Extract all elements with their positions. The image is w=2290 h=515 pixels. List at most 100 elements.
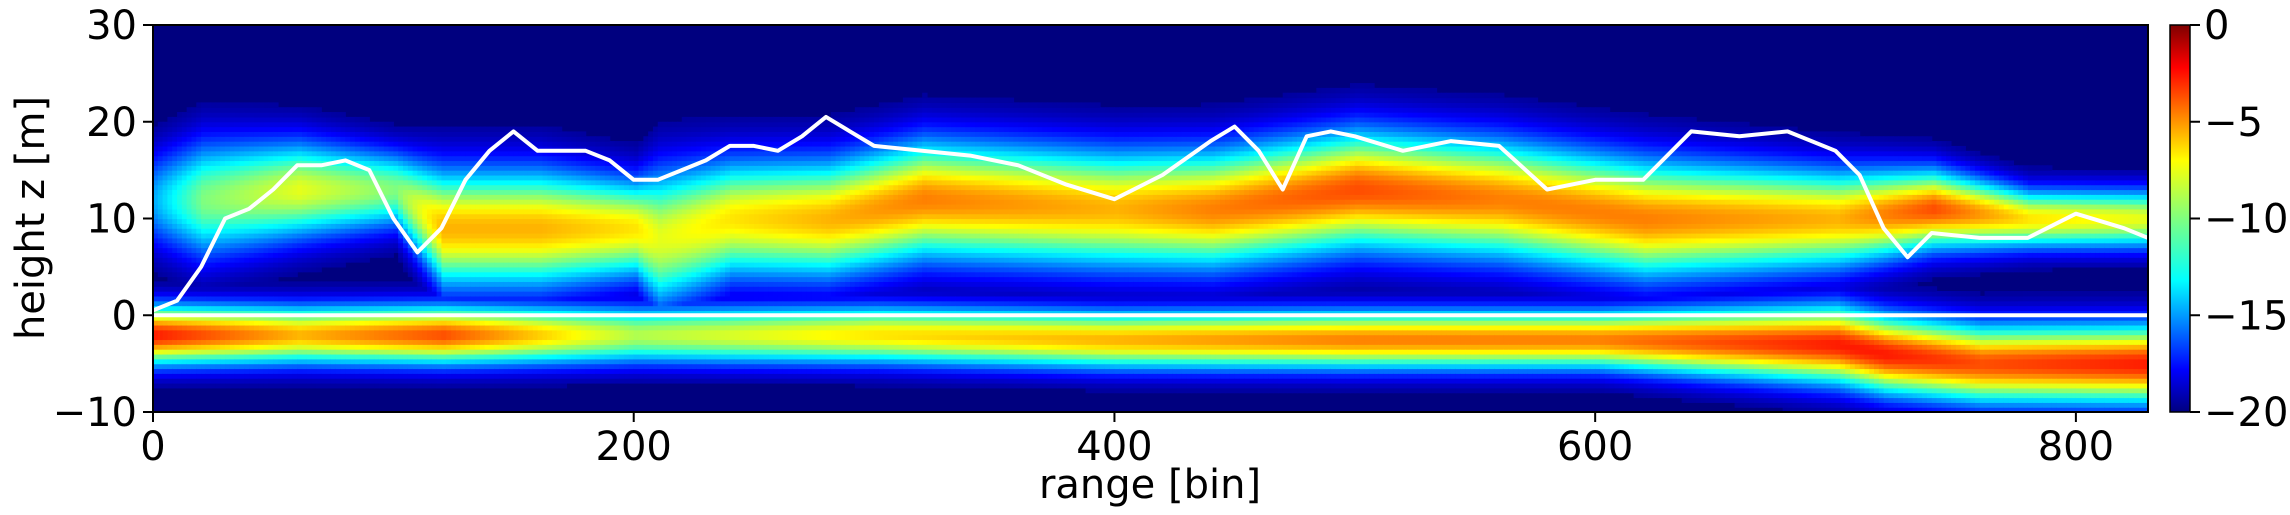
heatmap-cell xyxy=(489,315,495,321)
heatmap-cell xyxy=(167,276,173,282)
heatmap-cell xyxy=(234,179,241,186)
heatmap-cell xyxy=(402,320,409,326)
heatmap-cell xyxy=(446,286,452,292)
heatmap-cell xyxy=(431,373,438,379)
heatmap-cell xyxy=(455,213,462,220)
heatmap-cell xyxy=(412,145,418,152)
heatmap-cell xyxy=(484,208,491,215)
heatmap-cell xyxy=(220,262,226,268)
heatmap-cell xyxy=(277,286,284,292)
heatmap-cell xyxy=(157,295,164,302)
heatmap-cell xyxy=(542,291,548,297)
heatmap-cell xyxy=(556,349,563,355)
heatmap-cell xyxy=(277,339,284,345)
heatmap-cell xyxy=(494,179,500,186)
heatmap-cell xyxy=(258,320,265,326)
heatmap-cell xyxy=(172,136,178,142)
heatmap-cell xyxy=(268,281,274,287)
heatmap-cell xyxy=(292,373,298,379)
heatmap-cell xyxy=(412,252,418,258)
heatmap-cell xyxy=(181,300,188,307)
heatmap-cell xyxy=(210,228,217,234)
heatmap-cell xyxy=(167,170,173,176)
heatmap-cell xyxy=(181,208,188,215)
heatmap-cell xyxy=(383,223,390,229)
heatmap-cell xyxy=(412,329,418,336)
heatmap-cell xyxy=(273,334,279,341)
heatmap-cell xyxy=(513,203,519,210)
heatmap-cell xyxy=(566,276,572,282)
heatmap-cell xyxy=(378,305,385,312)
heatmap-cell xyxy=(268,363,274,370)
heatmap-cell xyxy=(513,208,519,215)
heatmap-cell xyxy=(239,247,245,253)
heatmap-cell xyxy=(181,349,188,355)
heatmap-cell xyxy=(186,242,193,249)
heatmap-cell xyxy=(417,141,423,147)
heatmap-cell xyxy=(393,208,399,215)
heatmap-cell xyxy=(590,349,596,355)
heatmap-cell xyxy=(297,136,303,142)
heatmap-cell xyxy=(167,223,173,229)
heatmap-cell xyxy=(210,252,217,258)
heatmap-cell xyxy=(427,271,433,278)
heatmap-cell xyxy=(422,315,428,321)
heatmap-cell xyxy=(321,228,327,234)
heatmap-cell xyxy=(446,233,452,239)
heatmap-cell xyxy=(229,262,236,268)
heatmap-cell xyxy=(398,349,404,355)
heatmap-cell xyxy=(306,141,313,147)
heatmap-cell xyxy=(422,286,428,292)
heatmap-cell xyxy=(571,155,577,162)
heatmap-cell xyxy=(537,291,543,297)
heatmap-cell xyxy=(465,271,471,278)
heatmap-cell xyxy=(330,382,337,389)
heatmap-cell xyxy=(552,189,558,195)
heatmap-cell xyxy=(258,368,265,374)
heatmap-cell xyxy=(234,281,241,287)
heatmap-cell xyxy=(316,179,322,186)
heatmap-cell xyxy=(460,213,467,220)
heatmap-cell xyxy=(297,339,303,345)
heatmap-cell xyxy=(215,378,221,384)
heatmap-cell xyxy=(499,170,505,176)
heatmap-cell xyxy=(499,262,505,268)
heatmap-cell xyxy=(388,155,394,162)
heatmap-cell xyxy=(172,266,178,273)
heatmap-cell xyxy=(302,247,308,253)
heatmap-cell xyxy=(311,262,318,268)
heatmap-cell xyxy=(585,174,592,181)
heatmap-cell xyxy=(455,310,462,316)
heatmap-cell xyxy=(451,170,457,176)
heatmap-cell xyxy=(167,373,173,379)
heatmap-cell xyxy=(186,165,193,171)
heatmap-cell xyxy=(244,203,250,210)
heatmap-cell xyxy=(297,208,303,215)
heatmap-cell xyxy=(475,242,481,249)
heatmap-cell xyxy=(350,233,356,239)
heatmap-cell xyxy=(547,208,553,215)
heatmap-cell xyxy=(427,247,433,253)
heatmap-cell xyxy=(306,300,313,307)
heatmap-cell xyxy=(181,242,188,249)
heatmap-cell xyxy=(162,339,169,345)
heatmap-cell xyxy=(268,223,274,229)
heatmap-cell xyxy=(359,300,366,307)
heatmap-cell xyxy=(172,291,178,297)
heatmap-cell xyxy=(508,266,515,273)
heatmap-cell xyxy=(330,126,337,133)
heatmap-cell xyxy=(258,271,265,278)
heatmap-cell xyxy=(177,266,183,273)
heatmap-cell xyxy=(513,266,519,273)
heatmap-cell xyxy=(359,291,366,297)
heatmap-cell xyxy=(561,208,568,215)
heatmap-cell xyxy=(340,252,346,258)
heatmap-cell xyxy=(258,203,265,210)
heatmap-cell xyxy=(239,126,245,133)
heatmap-cell xyxy=(205,145,212,152)
heatmap-cell xyxy=(297,266,303,273)
heatmap-cell xyxy=(268,349,274,355)
heatmap-cell xyxy=(465,363,471,370)
heatmap-cell xyxy=(354,358,361,365)
heatmap-cell xyxy=(417,266,423,273)
